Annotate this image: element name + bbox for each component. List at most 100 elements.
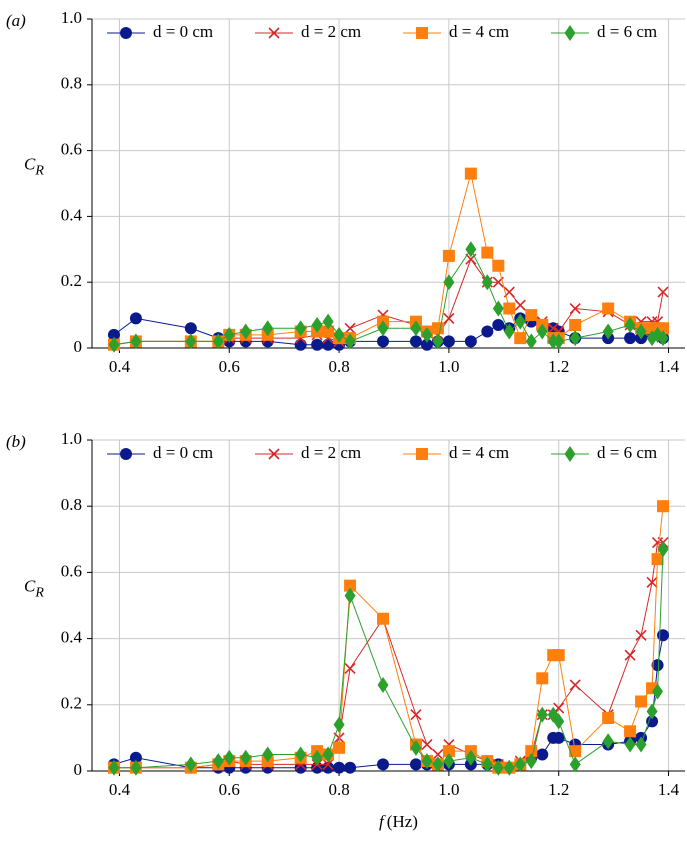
- marker: [602, 733, 614, 750]
- marker: [443, 312, 455, 324]
- y-axis-label: CR: [24, 576, 44, 600]
- marker: [503, 323, 515, 340]
- marker: [443, 753, 455, 770]
- marker: [646, 715, 659, 728]
- marker: [344, 579, 357, 592]
- marker: [646, 576, 658, 588]
- marker: [240, 323, 252, 340]
- marker: [465, 749, 477, 766]
- marker: [514, 756, 526, 773]
- legend-label: d = 0 cm: [153, 443, 213, 462]
- marker: [322, 325, 335, 338]
- marker: [635, 629, 647, 641]
- y-tick-label: 0.8: [61, 495, 82, 514]
- marker: [223, 326, 235, 343]
- marker: [602, 323, 614, 340]
- marker: [635, 323, 647, 340]
- y-label-main: C: [24, 576, 36, 595]
- y-label-sub: R: [34, 586, 44, 601]
- x-tick-label: 0.8: [328, 357, 349, 376]
- marker: [465, 241, 477, 258]
- marker: [569, 318, 582, 331]
- marker: [525, 753, 537, 770]
- marker: [377, 676, 389, 693]
- marker: [333, 326, 345, 343]
- marker: [525, 333, 537, 350]
- marker: [322, 746, 334, 763]
- marker: [547, 322, 559, 334]
- x-tick-label: 1.2: [548, 357, 569, 376]
- marker: [262, 320, 274, 337]
- series-line: [113, 542, 664, 769]
- marker: [420, 338, 433, 351]
- y-tick-label: 1.0: [61, 8, 82, 27]
- marker: [442, 249, 455, 262]
- marker: [624, 649, 636, 661]
- y-tick-label: 0.6: [61, 561, 82, 580]
- marker: [536, 672, 549, 685]
- x-label-unit: (Hz): [387, 812, 418, 831]
- y-axis-label: CR: [24, 154, 44, 178]
- y-tick-label: 0.6: [61, 140, 82, 159]
- y-tick-label: 1.0: [61, 429, 82, 448]
- marker: [602, 712, 615, 725]
- marker: [525, 309, 538, 322]
- marker: [635, 695, 648, 708]
- marker: [107, 328, 120, 341]
- marker: [492, 259, 505, 272]
- marker: [536, 323, 548, 340]
- marker: [212, 753, 224, 770]
- marker: [635, 736, 647, 753]
- marker: [344, 322, 356, 334]
- marker: [295, 746, 307, 763]
- marker: [377, 335, 390, 348]
- marker: [377, 758, 390, 771]
- marker: [553, 333, 565, 350]
- marker: [184, 322, 197, 335]
- marker: [344, 662, 356, 674]
- legend-marker: [268, 27, 280, 39]
- marker: [492, 318, 505, 331]
- marker: [311, 749, 323, 766]
- legend-label: d = 6 cm: [597, 443, 657, 462]
- x-tick-label: 1.0: [438, 357, 459, 376]
- marker: [492, 300, 504, 317]
- marker: [410, 709, 422, 721]
- marker: [409, 758, 422, 771]
- marker: [646, 703, 658, 720]
- marker: [569, 745, 582, 758]
- x-tick-label: 1.4: [658, 357, 680, 376]
- marker: [552, 649, 565, 662]
- series-line: [113, 506, 664, 769]
- marker: [240, 749, 252, 766]
- marker: [223, 749, 235, 766]
- marker: [464, 335, 477, 348]
- marker: [333, 761, 346, 774]
- legend-label: d = 6 cm: [597, 22, 657, 41]
- marker: [108, 759, 120, 776]
- x-tick-label: 0.6: [219, 357, 240, 376]
- legend-label: d = 4 cm: [449, 443, 509, 462]
- marker: [536, 706, 548, 723]
- x-tick-label: 0.8: [328, 780, 349, 799]
- marker: [410, 320, 422, 337]
- marker: [130, 333, 142, 350]
- marker: [481, 274, 493, 291]
- marker: [295, 320, 307, 337]
- legend-label: d = 0 cm: [153, 22, 213, 41]
- marker: [569, 679, 581, 691]
- marker: [410, 739, 422, 756]
- legend-marker: [120, 27, 132, 39]
- marker: [185, 333, 197, 350]
- marker: [409, 335, 422, 348]
- marker: [421, 738, 433, 751]
- legend-marker: [416, 448, 428, 460]
- marker: [553, 713, 565, 730]
- marker: [503, 302, 516, 315]
- marker: [442, 335, 455, 348]
- marker: [333, 716, 345, 733]
- marker: [536, 748, 549, 761]
- y-tick-label: 0.2: [61, 271, 82, 290]
- marker: [294, 338, 307, 351]
